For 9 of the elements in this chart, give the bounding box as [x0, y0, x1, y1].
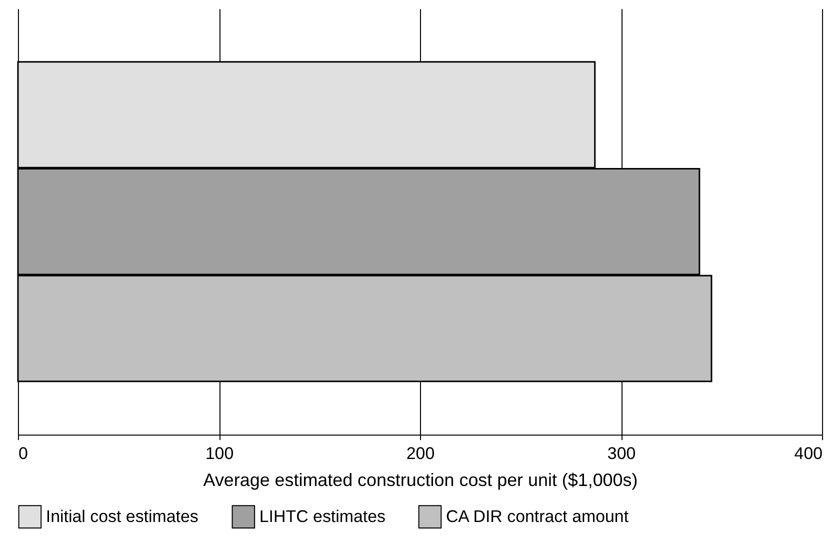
legend-label: CA DIR contract amount [446, 506, 629, 526]
legend-label: Initial cost estimates [46, 506, 198, 526]
x-tick-label: 200 [406, 444, 435, 464]
legend-label: LIHTC estimates [259, 506, 386, 526]
x-tick-label: 0 [18, 444, 28, 464]
x-axis-title: Average estimated construction cost per unit ($1,000s) [203, 470, 638, 490]
x-tick-label: 300 [607, 444, 636, 464]
x-tick-label: 400 [794, 444, 823, 464]
x-tick-label: 100 [205, 444, 234, 464]
